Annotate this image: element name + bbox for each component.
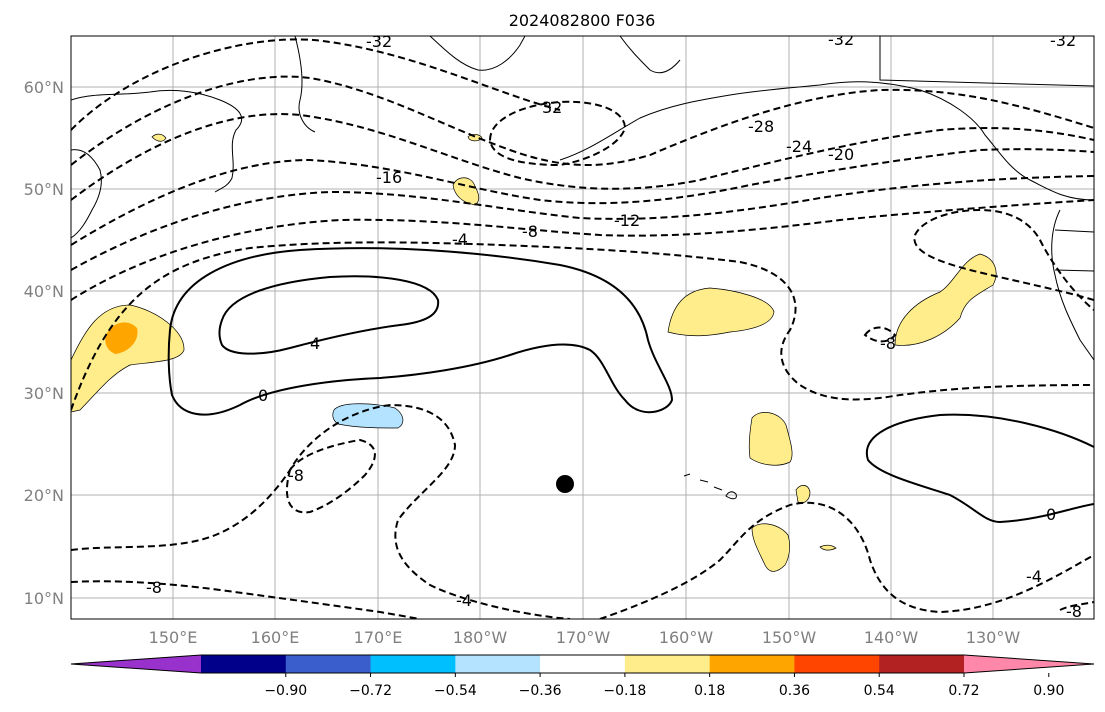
contour-label: -32: [1050, 31, 1076, 50]
contour-label: -8: [146, 578, 162, 597]
contour-label: -24: [786, 137, 812, 156]
colorbar-extend-low: [71, 655, 201, 673]
contour-label: 0: [258, 386, 268, 405]
colorbar-segment: [370, 655, 456, 673]
y-axis: 60°N 50°N 40°N 30°N 20°N 10°N: [24, 78, 64, 608]
x-tick-label: 150°E: [149, 628, 198, 647]
plot-frame: [70, 35, 1095, 620]
y-tick-label: 60°N: [24, 78, 64, 97]
colorbar-segment: [540, 655, 626, 673]
colorbar-segment: [879, 655, 965, 673]
colorbar-tick-label: −0.72: [349, 683, 392, 699]
colorbar-tick-label: 0.72: [948, 683, 979, 699]
colorbar-segment: [285, 655, 372, 673]
x-tick-label: 140°W: [864, 628, 919, 647]
contour-label: -8: [880, 334, 896, 353]
colorbar-tick-label: −0.36: [519, 683, 562, 699]
contour-labels: 32 -32 -32 -32 -28 -24 -20 -16 -12 -8 -4…: [146, 30, 1082, 621]
colorbar: −0.90 −0.72 −0.54 −0.36 −0.18 0.18 0.36 0.54 0.7…: [70, 654, 1095, 699]
y-tick-label: 10°N: [24, 589, 64, 608]
colorbar-tick-label: 0.54: [864, 683, 895, 699]
contour-label: -32: [828, 30, 854, 49]
y-tick-label: 30°N: [24, 384, 64, 403]
colorbar-segment: [624, 655, 711, 673]
x-tick-label: 130°W: [966, 628, 1021, 647]
storm-center-marker: [556, 475, 574, 493]
colorbar-segment: [794, 655, 880, 673]
contour-label: -4: [456, 591, 472, 610]
contour-label: 0: [1046, 505, 1056, 524]
y-tick-label: 20°N: [24, 486, 64, 505]
x-tick-label: 160°E: [251, 628, 300, 647]
x-tick-label: 170°E: [354, 628, 403, 647]
x-axis: 150°E 160°E 170°E 180°W 170°W 160°W 150°…: [149, 628, 1021, 647]
colorbar-tick-label: 0.18: [694, 683, 725, 699]
colorbar-outline: [70, 654, 1095, 674]
contour-label: -12: [614, 211, 640, 230]
contour-label: -4: [1026, 567, 1042, 586]
contour-label: -8: [1066, 602, 1082, 621]
map-title: 2024082800 F036: [509, 11, 656, 30]
colorbar-segment: [455, 655, 541, 673]
x-tick-label: 160°W: [659, 628, 714, 647]
colorbar-tick-label: −0.90: [264, 683, 307, 699]
contour-label: -8: [288, 466, 304, 485]
colorbar-segment: [709, 655, 795, 673]
contours: [71, 38, 1094, 619]
colorbar-extend-high: [964, 655, 1094, 673]
x-tick-label: 180°W: [453, 628, 508, 647]
contour-label: -16: [376, 168, 402, 187]
y-tick-label: 50°N: [24, 180, 64, 199]
contour-label: -20: [828, 145, 854, 164]
y-tick-label: 40°N: [24, 282, 64, 301]
colorbar-tick-label: −0.18: [603, 683, 646, 699]
x-tick-label: 170°W: [556, 628, 611, 647]
colorbar-segment: [201, 655, 287, 673]
contour-label: -8: [522, 222, 538, 241]
contour-label: -32: [366, 32, 392, 51]
colorbar-tick-label: 0.36: [779, 683, 810, 699]
contour-label: -4: [452, 230, 468, 249]
contour-label: 32: [542, 98, 562, 117]
gridlines: [71, 36, 1094, 619]
contour-label: -28: [748, 117, 774, 136]
anomaly-shading: [71, 133, 997, 572]
coastlines: [71, 36, 1094, 619]
colorbar-tick-label: −0.54: [434, 683, 477, 699]
colorbar-tick-label: 0.90: [1033, 683, 1064, 699]
contour-label: 4: [310, 334, 320, 353]
x-tick-label: 150°W: [762, 628, 817, 647]
